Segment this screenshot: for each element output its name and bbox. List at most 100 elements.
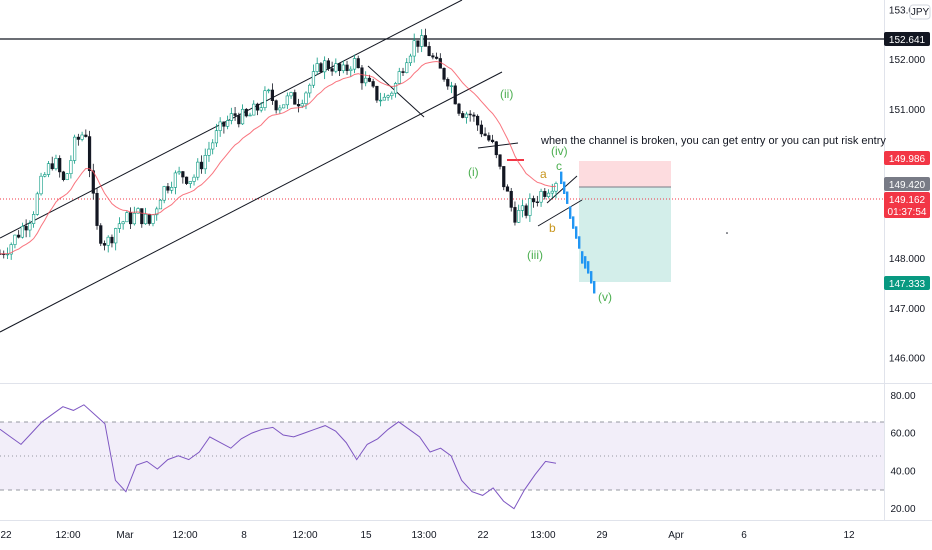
candle bbox=[166, 186, 170, 191]
candle bbox=[293, 92, 297, 105]
candle bbox=[446, 79, 450, 87]
candle bbox=[222, 121, 226, 127]
candle bbox=[412, 40, 416, 57]
candle bbox=[509, 190, 513, 208]
badge-current-price bbox=[884, 192, 930, 218]
small-channel-upper[interactable] bbox=[546, 175, 578, 204]
channel-lower-line[interactable] bbox=[0, 71, 503, 333]
candle bbox=[35, 193, 39, 215]
candle bbox=[546, 192, 551, 197]
projected-bar bbox=[563, 181, 566, 194]
price-tick-label: 148.000 bbox=[889, 254, 926, 265]
candle bbox=[311, 71, 316, 86]
candle bbox=[427, 46, 431, 57]
candle bbox=[173, 172, 177, 188]
candle bbox=[91, 170, 95, 194]
wave-label-ii: (ii) bbox=[500, 87, 513, 101]
time-tick-label: 22 bbox=[0, 530, 12, 541]
candle bbox=[13, 234, 17, 245]
rsi-tick-label: 80.00 bbox=[890, 391, 915, 402]
time-tick-label: 13:00 bbox=[411, 530, 436, 541]
wave-label-i: (i) bbox=[468, 165, 479, 179]
time-tick-label: 6 bbox=[741, 530, 747, 541]
candle bbox=[31, 214, 36, 224]
time-axis[interactable]: 22 12:00 Mar 12:00 8 12:00 15 13:00 22 13:00 29 Apr… bbox=[0, 530, 855, 541]
candle bbox=[151, 214, 155, 224]
candle bbox=[155, 208, 159, 216]
projected-bar bbox=[584, 256, 587, 269]
candle bbox=[528, 198, 532, 216]
candle bbox=[285, 95, 289, 106]
candle bbox=[464, 113, 469, 118]
candle bbox=[252, 103, 256, 116]
candle bbox=[69, 160, 73, 174]
candle bbox=[54, 158, 58, 170]
candle bbox=[259, 107, 263, 111]
rsi-axis[interactable]: 80.00 60.00 40.00 20.00 bbox=[890, 391, 915, 515]
candle bbox=[214, 130, 219, 144]
candle bbox=[95, 192, 99, 226]
wave-channel-upper[interactable] bbox=[477, 142, 519, 149]
candle bbox=[24, 226, 28, 231]
candle bbox=[393, 83, 398, 94]
candle bbox=[390, 92, 394, 97]
currency-button[interactable] bbox=[909, 4, 931, 20]
badge-take-profit bbox=[884, 276, 930, 290]
candle bbox=[192, 176, 196, 182]
candle bbox=[50, 163, 54, 170]
candle bbox=[330, 68, 334, 72]
badge-stop-loss-text: 149.986 bbox=[889, 154, 926, 165]
price-tick-label: 146.000 bbox=[889, 354, 926, 365]
rsi-line[interactable] bbox=[0, 404, 557, 510]
candle bbox=[308, 84, 312, 94]
candle bbox=[487, 135, 491, 141]
candle bbox=[177, 171, 181, 174]
candle bbox=[379, 99, 383, 102]
wave-label-b: b bbox=[549, 221, 556, 235]
time-tick-label: 12:00 bbox=[172, 530, 197, 541]
candle bbox=[431, 55, 435, 58]
candle bbox=[356, 58, 360, 69]
candle bbox=[136, 208, 140, 214]
candle bbox=[73, 136, 77, 161]
candle bbox=[162, 186, 166, 201]
badge-current-price-text: 149.162 bbox=[889, 195, 926, 206]
candle bbox=[226, 120, 230, 127]
projected-bar bbox=[587, 261, 590, 274]
candle bbox=[184, 176, 189, 184]
time-tick-label: 12:00 bbox=[292, 530, 317, 541]
candle bbox=[61, 171, 66, 181]
candle bbox=[490, 139, 495, 143]
candle bbox=[147, 213, 151, 224]
time-tick-label: 12 bbox=[843, 530, 855, 541]
candle bbox=[207, 148, 211, 156]
candle bbox=[255, 103, 260, 111]
candle bbox=[554, 183, 558, 192]
candle bbox=[39, 175, 43, 195]
price-tick-label: 151.000 bbox=[889, 105, 926, 116]
rsi-tick-label: 60.00 bbox=[890, 429, 915, 440]
badge-entry bbox=[884, 177, 930, 191]
candle bbox=[520, 205, 525, 211]
candle bbox=[296, 103, 301, 107]
candle bbox=[524, 205, 528, 216]
candle bbox=[539, 191, 543, 203]
take-profit-zone[interactable] bbox=[579, 187, 671, 282]
candle bbox=[502, 166, 506, 188]
candle bbox=[397, 71, 401, 84]
stop-loss-zone[interactable] bbox=[579, 161, 671, 187]
projected-bar bbox=[575, 226, 578, 239]
small-channel-lower[interactable] bbox=[537, 199, 583, 227]
badge-horizontal-level-text: 152.641 bbox=[889, 35, 926, 46]
candle bbox=[319, 63, 323, 73]
candle bbox=[304, 92, 308, 104]
candle bbox=[517, 210, 521, 223]
projected-bar bbox=[578, 236, 581, 249]
candle bbox=[181, 171, 185, 178]
candle bbox=[494, 141, 498, 156]
chart-annotation-text[interactable]: when the channel is broken, you can get … bbox=[540, 135, 886, 147]
candle bbox=[121, 221, 125, 225]
candlestick-series[interactable] bbox=[0, 28, 558, 260]
